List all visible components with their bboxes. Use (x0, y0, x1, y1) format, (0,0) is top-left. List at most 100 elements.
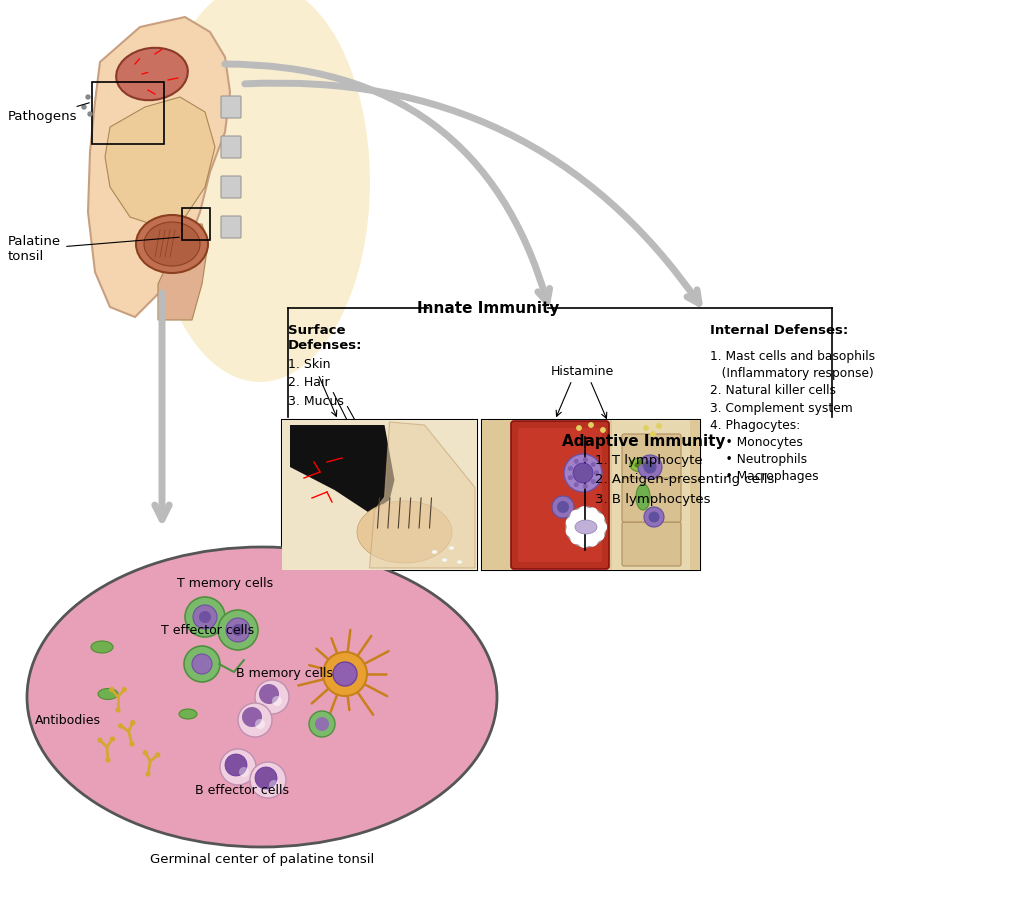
Bar (282, 420, 477, 570)
Circle shape (651, 432, 655, 437)
Circle shape (592, 480, 595, 483)
Ellipse shape (636, 484, 650, 510)
Circle shape (86, 95, 90, 99)
Circle shape (131, 721, 135, 724)
Circle shape (193, 605, 217, 629)
Circle shape (238, 703, 272, 737)
Circle shape (242, 707, 262, 727)
Circle shape (648, 511, 659, 522)
Circle shape (225, 754, 247, 776)
Ellipse shape (449, 546, 455, 550)
Bar (182, 208, 210, 240)
FancyBboxPatch shape (622, 478, 681, 522)
Circle shape (568, 466, 572, 470)
Ellipse shape (150, 0, 370, 382)
Circle shape (250, 762, 286, 798)
Text: B effector cells: B effector cells (195, 784, 289, 797)
Circle shape (635, 464, 639, 467)
Circle shape (643, 461, 656, 474)
Ellipse shape (457, 560, 462, 564)
Ellipse shape (144, 222, 200, 266)
Ellipse shape (441, 558, 447, 562)
Bar (282, 420, 477, 570)
FancyBboxPatch shape (622, 434, 681, 478)
Circle shape (570, 534, 581, 544)
Polygon shape (158, 224, 208, 320)
FancyBboxPatch shape (221, 216, 241, 238)
Circle shape (568, 476, 572, 480)
Text: Surface
Defenses:: Surface Defenses: (288, 324, 362, 352)
Circle shape (566, 507, 606, 547)
Ellipse shape (179, 709, 197, 719)
Ellipse shape (116, 48, 187, 100)
Circle shape (111, 737, 115, 741)
Text: 1. T lymphocyte
2. Antigen-presenting cells
3. B lymphocytes: 1. T lymphocyte 2. Antigen-presenting ce… (595, 454, 774, 506)
Circle shape (639, 460, 643, 464)
Circle shape (644, 426, 648, 430)
Ellipse shape (91, 641, 113, 653)
Circle shape (255, 719, 265, 729)
Circle shape (218, 610, 258, 650)
Text: Germinal center of palatine tonsil: Germinal center of palatine tonsil (150, 853, 374, 867)
Bar (92, 82, 164, 144)
Ellipse shape (98, 688, 118, 699)
Text: Internal Defenses:: Internal Defenses: (710, 324, 848, 337)
Ellipse shape (136, 215, 208, 273)
Circle shape (564, 454, 602, 492)
Circle shape (220, 749, 256, 785)
Circle shape (579, 506, 589, 516)
Circle shape (638, 455, 662, 479)
Circle shape (584, 458, 587, 462)
Circle shape (584, 484, 587, 488)
Polygon shape (88, 17, 230, 317)
FancyBboxPatch shape (511, 421, 609, 569)
Circle shape (184, 646, 220, 682)
Circle shape (565, 527, 575, 537)
Bar (482, 420, 700, 570)
Ellipse shape (432, 550, 437, 554)
Circle shape (272, 696, 282, 706)
Text: Histamine: Histamine (550, 365, 613, 378)
Ellipse shape (630, 458, 652, 472)
FancyBboxPatch shape (221, 96, 241, 118)
Circle shape (574, 459, 579, 463)
Circle shape (232, 624, 244, 636)
Circle shape (226, 618, 250, 642)
Ellipse shape (357, 501, 452, 563)
Bar (612, 420, 690, 570)
Text: B memory cells: B memory cells (237, 667, 334, 680)
Circle shape (597, 522, 607, 532)
Circle shape (595, 471, 598, 474)
Ellipse shape (27, 547, 497, 847)
Circle shape (110, 687, 114, 692)
Circle shape (323, 652, 367, 696)
Circle shape (552, 496, 574, 518)
Circle shape (122, 687, 126, 692)
Circle shape (255, 680, 289, 714)
FancyBboxPatch shape (622, 522, 681, 566)
Circle shape (588, 537, 598, 547)
Circle shape (579, 538, 589, 548)
Circle shape (601, 428, 605, 432)
Text: Pathogens: Pathogens (8, 103, 89, 123)
Circle shape (333, 662, 357, 686)
Circle shape (573, 463, 593, 483)
Polygon shape (370, 422, 475, 568)
Circle shape (589, 423, 593, 428)
Ellipse shape (575, 520, 597, 534)
Text: Antibodies: Antibodies (35, 713, 101, 726)
Circle shape (644, 507, 664, 527)
Circle shape (106, 758, 110, 762)
FancyBboxPatch shape (518, 428, 602, 562)
Circle shape (116, 708, 120, 712)
Polygon shape (290, 425, 394, 513)
Circle shape (143, 750, 147, 755)
Circle shape (119, 724, 123, 728)
Circle shape (574, 483, 579, 486)
FancyBboxPatch shape (221, 136, 241, 158)
Circle shape (315, 717, 329, 731)
Circle shape (595, 513, 604, 523)
Circle shape (597, 522, 607, 532)
Text: Palatine
tonsil: Palatine tonsil (8, 235, 179, 263)
Circle shape (592, 463, 595, 466)
